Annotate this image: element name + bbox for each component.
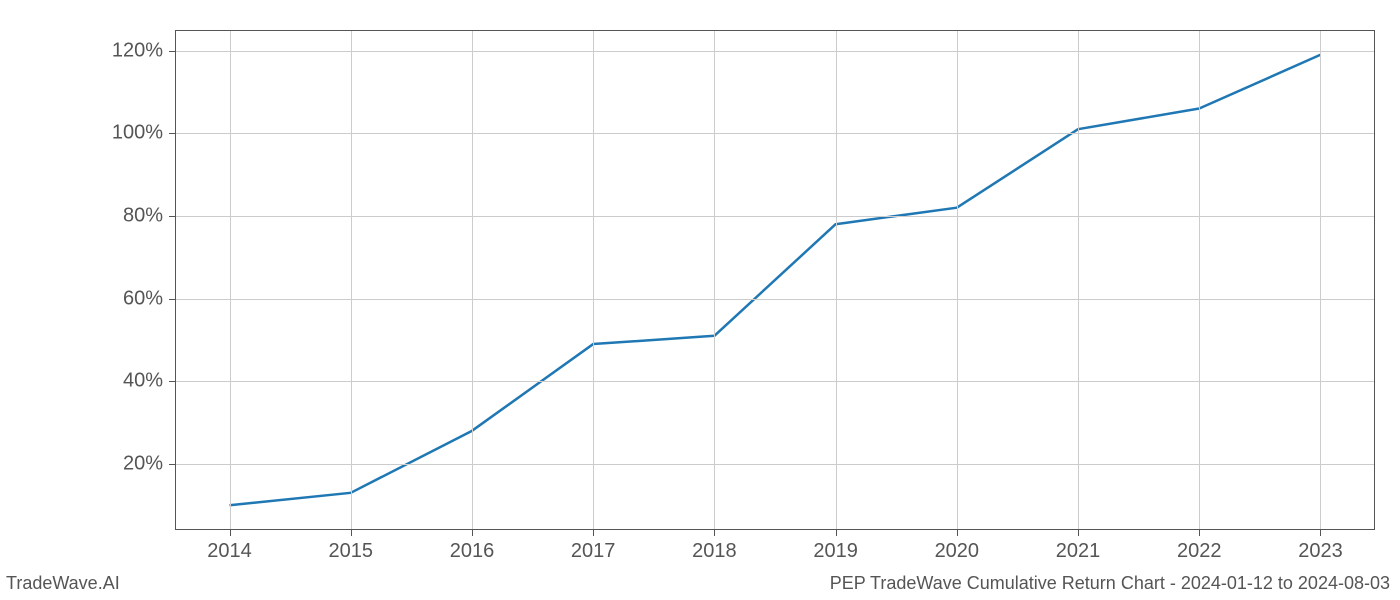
y-tick: [169, 464, 175, 465]
y-axis-label: 100%: [112, 122, 163, 145]
footer-caption: PEP TradeWave Cumulative Return Chart - …: [830, 573, 1390, 594]
x-axis-label: 2017: [571, 540, 616, 563]
x-axis-label: 2015: [329, 540, 374, 563]
y-axis-label: 60%: [123, 287, 163, 310]
cumulative-return-line: [175, 30, 1375, 530]
x-tick: [1320, 530, 1321, 536]
grid-line-vertical: [230, 30, 231, 530]
x-tick: [351, 530, 352, 536]
x-axis-label: 2021: [1056, 540, 1101, 563]
grid-line-vertical: [1078, 30, 1079, 530]
y-tick: [169, 299, 175, 300]
grid-line-vertical: [1199, 30, 1200, 530]
grid-line-vertical: [957, 30, 958, 530]
grid-line-horizontal: [175, 51, 1375, 52]
x-tick: [230, 530, 231, 536]
grid-line-vertical: [1320, 30, 1321, 530]
footer-brand: TradeWave.AI: [6, 573, 120, 594]
grid-line-vertical: [714, 30, 715, 530]
x-axis-label: 2022: [1177, 540, 1222, 563]
x-tick: [1199, 530, 1200, 536]
grid-line-horizontal: [175, 299, 1375, 300]
x-axis-label: 2018: [692, 540, 737, 563]
y-tick: [169, 133, 175, 134]
grid-line-horizontal: [175, 216, 1375, 217]
x-tick: [714, 530, 715, 536]
chart-container: 2014 2015 2016 2017 2018 2019 2020 2021 2022 2023…: [0, 0, 1400, 600]
y-tick: [169, 216, 175, 217]
y-axis-label: 40%: [123, 370, 163, 393]
x-axis-label: 2014: [207, 540, 252, 563]
grid-line-horizontal: [175, 464, 1375, 465]
grid-line-horizontal: [175, 133, 1375, 134]
y-tick: [169, 51, 175, 52]
grid-line-vertical: [351, 30, 352, 530]
grid-line-vertical: [472, 30, 473, 530]
y-tick: [169, 381, 175, 382]
x-axis-label: 2019: [813, 540, 858, 563]
grid-line-vertical: [593, 30, 594, 530]
x-tick: [836, 530, 837, 536]
x-tick: [472, 530, 473, 536]
return-series-line: [230, 55, 1321, 505]
y-axis-label: 120%: [112, 39, 163, 62]
x-axis-label: 2016: [450, 540, 495, 563]
y-axis-label: 80%: [123, 204, 163, 227]
grid-line-horizontal: [175, 381, 1375, 382]
y-axis-label: 20%: [123, 452, 163, 475]
x-tick: [593, 530, 594, 536]
x-tick: [957, 530, 958, 536]
x-axis-label: 2020: [935, 540, 980, 563]
grid-line-vertical: [836, 30, 837, 530]
plot-area: 2014201520162017201820192020202120222023…: [175, 30, 1375, 530]
x-tick: [1078, 530, 1079, 536]
x-axis-label: 2023: [1298, 540, 1343, 563]
